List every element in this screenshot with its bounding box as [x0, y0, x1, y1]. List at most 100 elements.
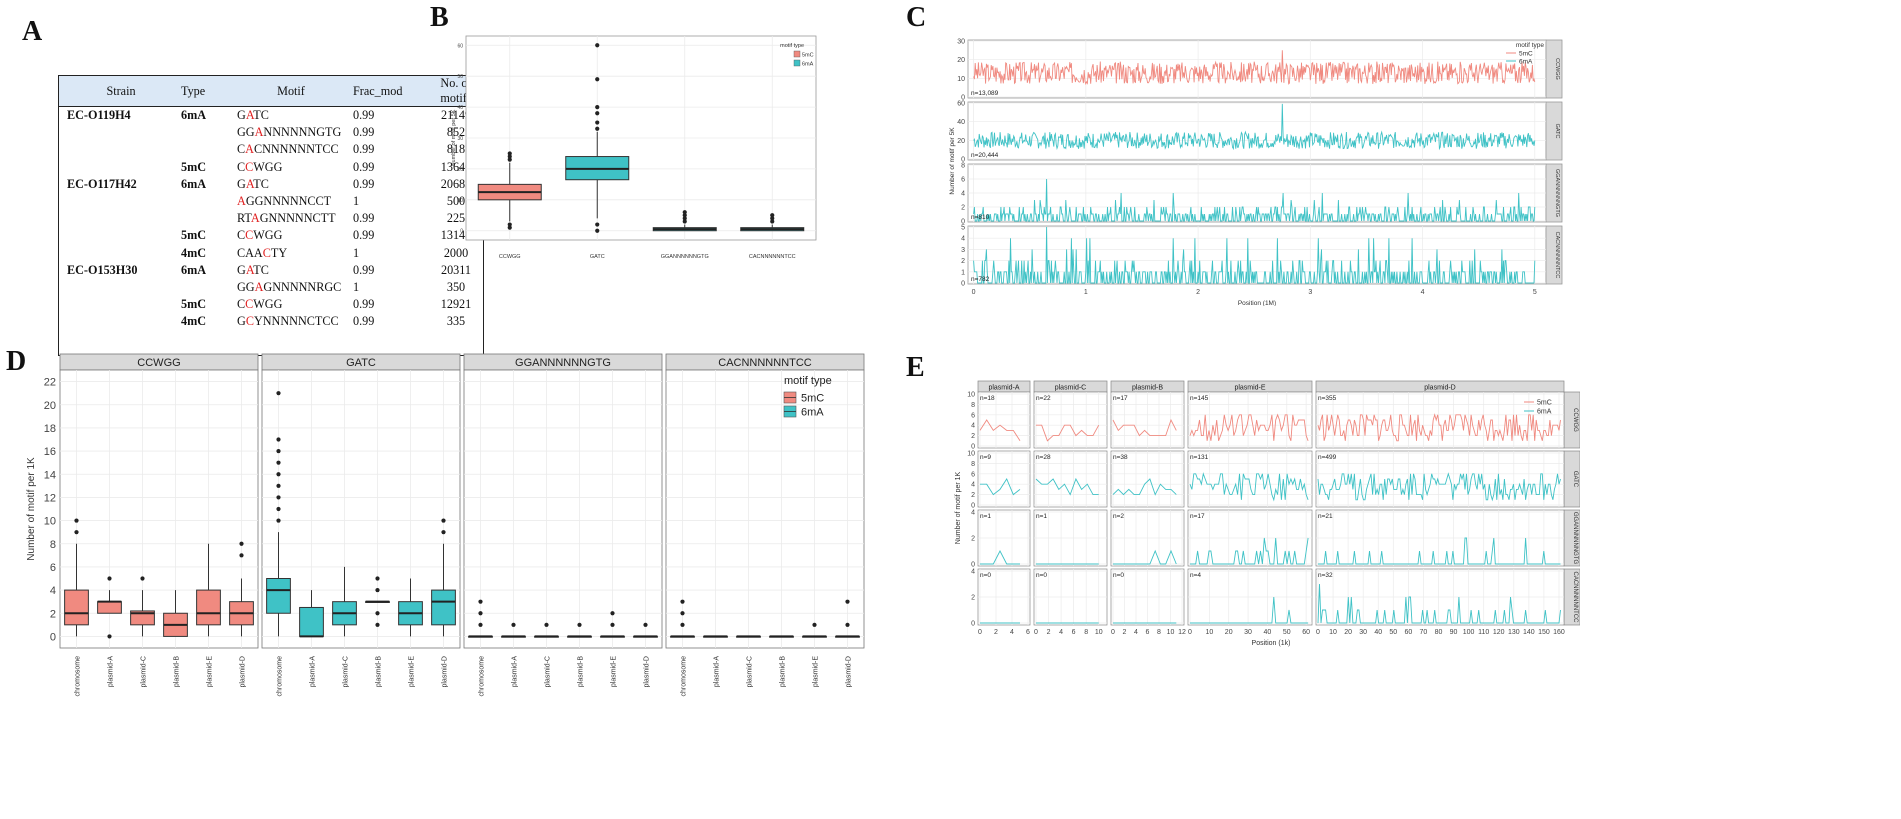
box-outlier: [478, 622, 483, 627]
box-outlier: [375, 622, 380, 627]
x-tick-label: plasmid-A: [714, 656, 721, 687]
facet-strip: [1545, 225, 1563, 285]
table-body: EC-O119H4 6mA GATC 0.99 21149 GGANNNNNNGTG 0.9…: [59, 107, 483, 331]
y-tick-label: 0: [961, 281, 965, 288]
motif-part: C: [237, 228, 246, 243]
motif-cell: GATC: [229, 107, 345, 125]
facet-cell: n=0: [1110, 568, 1185, 626]
x-tick-label: 0: [1316, 629, 1320, 636]
box-outlier: [478, 611, 483, 616]
facet-strip-label: GATC: [1572, 471, 1578, 488]
x-axis-title: Position (1M): [1238, 300, 1276, 306]
x-tick-label: plasmid-C: [141, 656, 148, 688]
y-tick-label: 0: [971, 503, 975, 510]
box-outlier: [682, 219, 687, 224]
box-outlier: [682, 210, 687, 215]
y-tick-label: 0: [50, 631, 56, 643]
x-tick-label: 50: [1389, 629, 1397, 636]
legend-title: motif type: [784, 375, 832, 387]
y-tick-label: 22: [44, 377, 56, 389]
facet-cell: n=355: [1315, 391, 1565, 449]
y-tick-label: 2: [971, 492, 975, 499]
x-tick-label: 60: [1404, 629, 1412, 636]
modified-base: A: [250, 211, 260, 226]
motif-part: C: [237, 142, 246, 157]
x-tick-label: 50: [1283, 629, 1291, 636]
x-tick-label: 2: [1047, 629, 1051, 636]
box-outlier: [441, 530, 446, 535]
box-outlier: [845, 622, 850, 627]
legend-label-5mC: 5mC: [802, 53, 814, 59]
strain-cell: EC-O119H4: [67, 108, 131, 123]
y-tick-label: 6: [971, 412, 975, 419]
series-line-6mA: [1318, 537, 1561, 565]
box-outlier: [507, 222, 512, 227]
box-outlier: [595, 228, 600, 233]
modified-base: C: [262, 245, 271, 260]
y-tick-label: 20: [957, 138, 965, 145]
x-tick-label: 4: [1010, 629, 1014, 636]
facet-gatc: GATC 0 20 40 60 n=20,444: [957, 101, 1563, 164]
frac-mod-cell: 0.99: [353, 159, 375, 174]
frac-mod-cell: 0.99: [353, 228, 375, 243]
y-tick-label: 0: [460, 229, 463, 235]
frac-mod-cell: 0.99: [353, 176, 375, 191]
legend-label-5mC: 5mC: [1537, 400, 1552, 407]
box-outlier: [682, 213, 687, 218]
y-axis-title: Number of motif per 1K: [26, 457, 37, 561]
x-tick-label: plasmid-E: [409, 656, 416, 687]
motif-count-cell: 13646: [440, 159, 472, 174]
motif-cell: GGAGNNNNNRGC: [229, 279, 345, 296]
facet-count-label: n=0: [1113, 572, 1124, 579]
x-tick-label: 0: [978, 629, 982, 636]
facet-ccwgg: CCWGG 0 10 20 30 n=13,089: [957, 39, 1563, 102]
y-tick-label: 10: [957, 76, 965, 83]
facet-strip-label: GGANNNNNNGTG: [1554, 169, 1560, 217]
column-header-type: Type: [175, 76, 229, 107]
motif-part: GG: [237, 125, 255, 140]
strain-cell: [59, 227, 175, 244]
box-outlier: [507, 154, 512, 159]
motif-count-cell: 21149: [440, 108, 472, 123]
modified-base: A: [245, 262, 254, 277]
y-tick-label: 10: [967, 392, 975, 399]
series-line-6mA: [1112, 478, 1177, 496]
table-row: AGGNNNNNCCT 1 500: [59, 193, 483, 210]
modified-base: A: [254, 279, 264, 294]
box-outlier: [507, 151, 512, 156]
motif-cell: GATC: [229, 262, 345, 279]
facet-cell: n=17: [1110, 391, 1185, 449]
box-outlier: [577, 622, 582, 627]
box-outlier: [478, 599, 483, 604]
x-tick-label: 12: [1178, 629, 1186, 636]
panel-label-d: D: [6, 346, 27, 377]
facet-cell: n=22: [1033, 391, 1108, 449]
motif-cell: GGANNNNNNGTG: [229, 124, 345, 141]
x-tick-label: GATC: [590, 254, 605, 260]
box-outlier: [441, 518, 446, 523]
series-line-5mC: [973, 50, 1536, 86]
x-tick-label: 10: [1167, 629, 1175, 636]
strain-cell: EC-O117H42: [67, 176, 137, 191]
facet-panel: [665, 369, 865, 649]
frac-mod-cell: 0.99: [353, 125, 375, 140]
series-line-6mA: [1190, 537, 1309, 565]
table-row: EC-O153H30 6mA GATC 0.99 20311: [59, 262, 483, 279]
facet-cell: n=145: [1187, 391, 1313, 449]
facet-strip-label: plasmid-A: [988, 385, 1019, 392]
box-outlier: [680, 622, 685, 627]
facet-ggannnnnngtg: GGANNNNNNGTG chromosome plasmid-A plasmid-C…: [463, 353, 663, 696]
x-tick-label: plasmid-D: [442, 656, 449, 688]
facet-strip-label: CACNNNNNNTCC: [1554, 232, 1560, 279]
y-tick-label: 2: [961, 205, 965, 212]
facet-count-label: n=1: [980, 513, 991, 520]
box-outlier: [276, 437, 281, 442]
facet-count-label: n=32: [1318, 572, 1333, 579]
legend-label-5mC: 5mC: [1519, 51, 1533, 58]
motif-cell: CCWGG: [229, 296, 345, 313]
motif-cell: CACNNNNNNTCC: [229, 141, 345, 158]
x-tick-label: plasmid-D: [846, 656, 853, 688]
y-tick-label: 0: [971, 621, 975, 628]
table-row: GGANNNNNNGTG 0.99 852: [59, 124, 483, 141]
series-line-6mA: [1317, 583, 1561, 624]
